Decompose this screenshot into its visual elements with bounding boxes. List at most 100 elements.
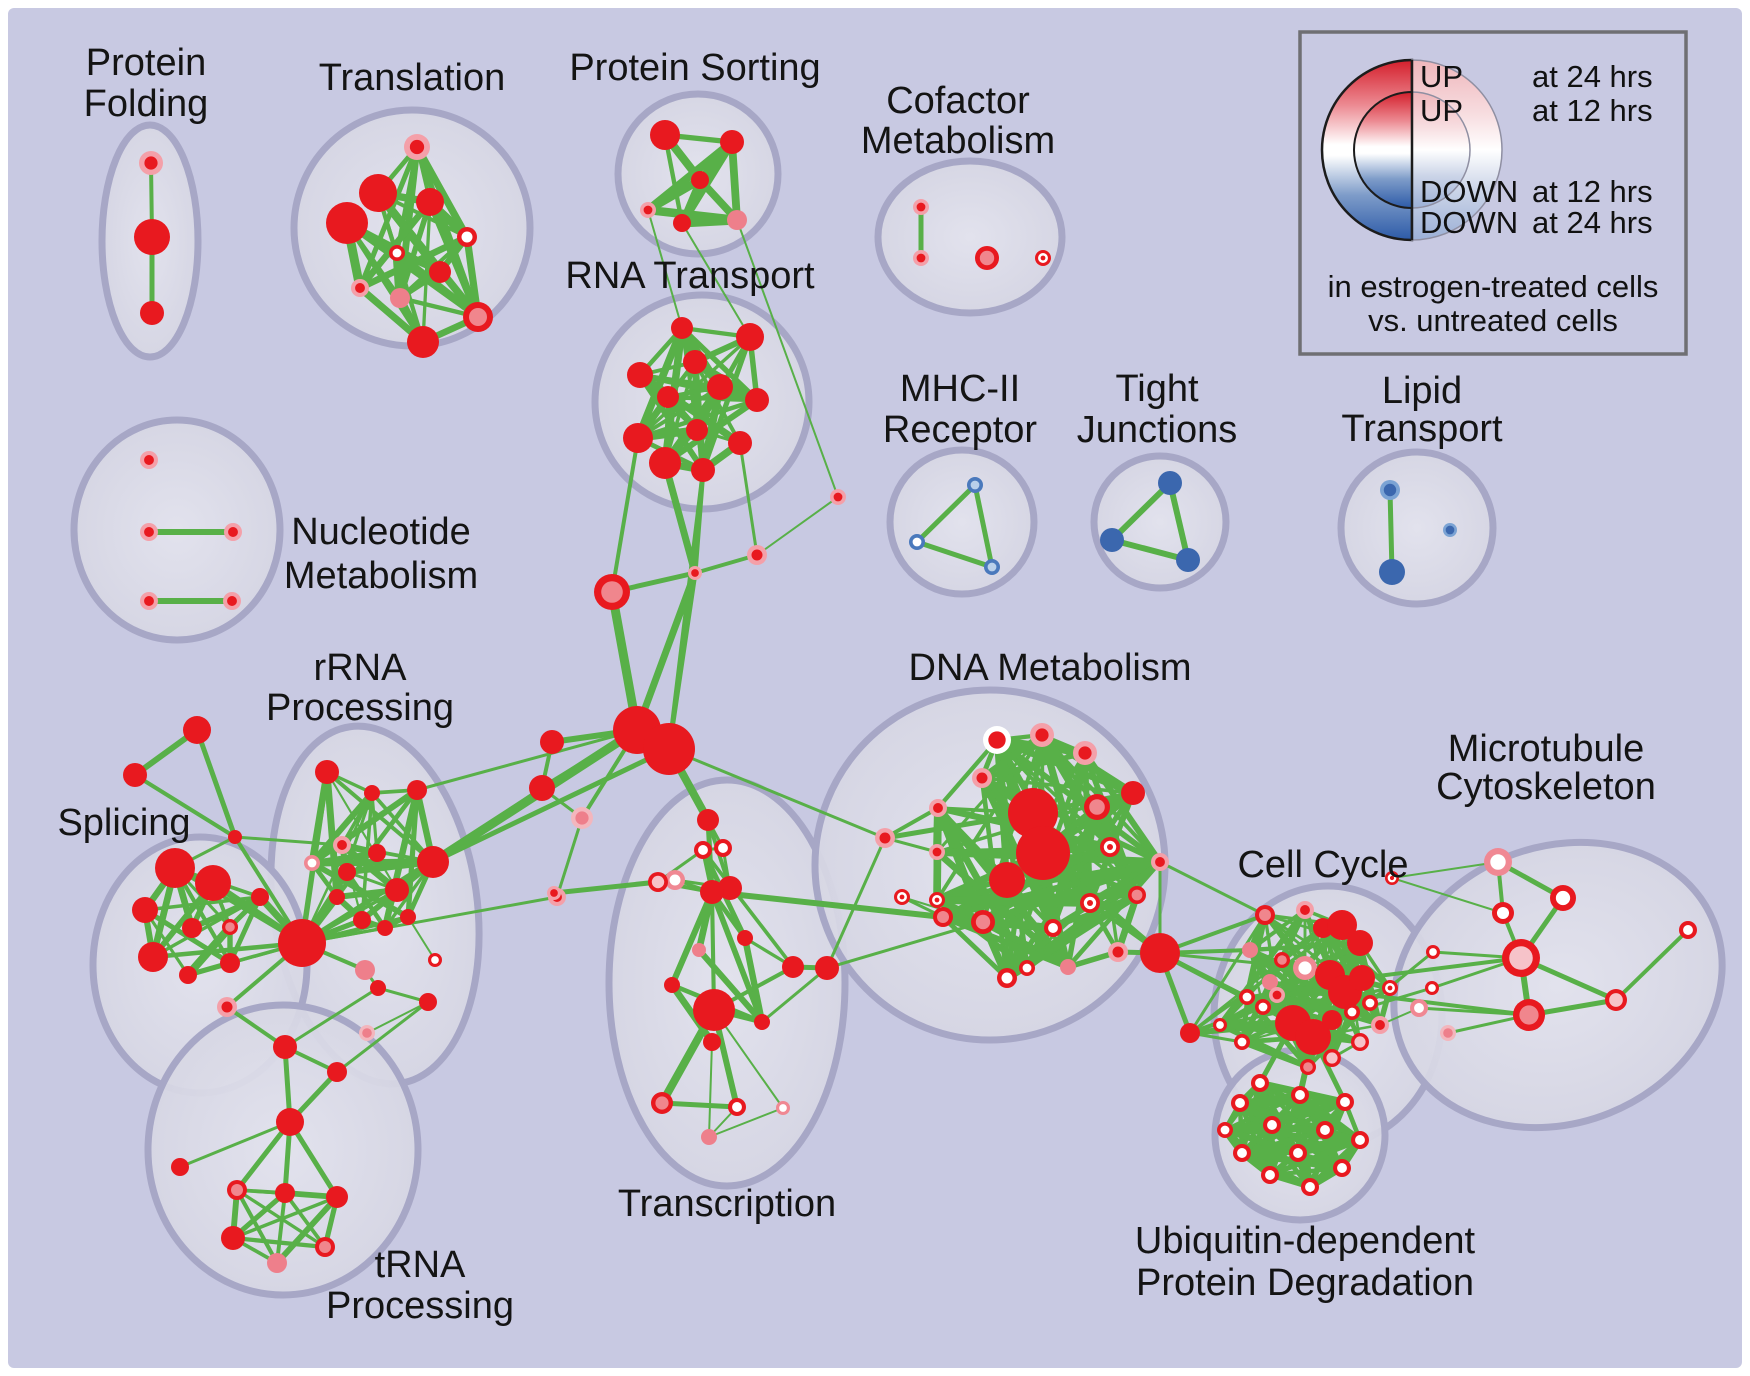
edge-mh1-mh3 <box>972 482 995 570</box>
mesh-edge-splicing <box>151 895 262 959</box>
node-u7-layer <box>231 1184 243 1196</box>
node-x3-layer <box>700 880 724 904</box>
node-p5-layer <box>727 210 747 230</box>
legend-time-2: at 12 hrs <box>1532 93 1653 128</box>
mesh-edge-splicing <box>143 895 262 912</box>
node-g28 <box>1213 1018 1227 1032</box>
node-w5-layer <box>1267 1120 1277 1130</box>
node-w8 <box>1233 1144 1251 1162</box>
node-q1 <box>315 760 339 784</box>
node-q7-layer <box>368 844 386 862</box>
node-k1-layer <box>1490 854 1506 870</box>
node-u11 <box>315 1237 335 1257</box>
node-g21 <box>1362 995 1378 1011</box>
node-ccc <box>1140 933 1180 973</box>
node-p2 <box>720 130 744 154</box>
legend-inner-circle-left <box>1353 90 1413 210</box>
mesh-edge-dna-metabolism <box>979 775 1163 865</box>
edge-g22-k7 <box>1389 951 1434 989</box>
node-pf1-layer <box>144 156 158 170</box>
mesh-edge-protein-sorting <box>728 138 741 224</box>
node-d20 <box>933 907 953 927</box>
node-u9-layer <box>326 1186 348 1208</box>
mesh-edge-ubiquitin <box>1236 1098 1349 1107</box>
node-x5-layer <box>737 930 753 946</box>
node-n1-layer <box>144 455 154 465</box>
edge-h2-q8 <box>430 746 672 865</box>
node-p4 <box>673 214 691 232</box>
legend-direction-1: UP <box>1420 59 1463 94</box>
mesh-edge-transcription <box>695 946 766 1026</box>
node-d5 <box>929 799 947 817</box>
node-n4-layer <box>144 596 154 606</box>
node-tj3-layer <box>1176 548 1200 572</box>
node-g3 <box>1296 901 1314 919</box>
node-g20-layer <box>1347 1007 1357 1017</box>
node-m2-layer <box>529 775 555 801</box>
edge-tj1-tj2 <box>1109 480 1173 543</box>
mesh-edge-trna-processing <box>275 1191 287 1265</box>
node-t1-layer <box>409 139 425 155</box>
node-d2 <box>1030 723 1054 747</box>
node-g15-layer <box>1258 1002 1268 1012</box>
edge-m2-q8 <box>431 786 544 864</box>
edge-st3-q4 <box>233 835 344 847</box>
edge-u4-q17 <box>366 1001 429 1034</box>
node-c3-layer <box>979 250 995 266</box>
cluster-label-tight-junctions-line1: Tight <box>1115 368 1199 410</box>
node-d3 <box>1073 741 1097 765</box>
node-r3-layer <box>683 350 707 374</box>
node-k6 <box>1513 999 1545 1031</box>
node-d2-layer <box>1035 728 1049 742</box>
node-u1 <box>217 997 237 1017</box>
node-n5 <box>223 592 241 610</box>
node-g14 <box>1239 989 1255 1005</box>
node-h2-layer <box>643 723 695 775</box>
node-tj1-layer <box>1158 471 1182 495</box>
node-g19-layer <box>1322 1010 1342 1030</box>
node-v8-layer <box>220 953 240 973</box>
node-v9 <box>251 888 269 906</box>
mesh-edge-transcription <box>668 888 716 989</box>
mesh-edge-trna-processing <box>230 1235 328 1250</box>
node-tj2-layer <box>1100 528 1124 552</box>
node-cn1-layer <box>833 492 843 502</box>
node-d22 <box>1060 959 1076 975</box>
node-qhub-layer <box>278 919 326 967</box>
node-u10 <box>221 1226 245 1250</box>
edge-p3-r1 <box>647 209 683 329</box>
node-g22 <box>1382 980 1398 996</box>
node-w12-layer <box>1305 1182 1315 1192</box>
node-x6-layer <box>692 943 706 957</box>
edge-rb2-r10 <box>738 441 759 557</box>
node-q15-layer <box>355 960 375 980</box>
node-t10-layer <box>469 308 487 326</box>
node-rb3-layer <box>601 581 623 603</box>
node-u8-layer <box>275 1183 295 1203</box>
node-t3-layer <box>416 188 444 216</box>
node-r6-layer <box>745 388 769 412</box>
node-g6-layer <box>1347 930 1373 956</box>
mesh-edge-rna-transport <box>637 372 706 473</box>
node-m7 <box>665 870 685 890</box>
node-t2 <box>359 174 397 212</box>
mesh-edge-rna-transport <box>634 324 686 442</box>
node-t11 <box>407 326 439 358</box>
node-q13-layer <box>400 909 416 925</box>
node-g22-layer <box>1387 985 1393 991</box>
node-m6-layer <box>718 843 728 853</box>
node-r6 <box>745 388 769 412</box>
node-r8 <box>686 419 708 441</box>
node-t8-layer <box>355 283 365 293</box>
node-q15 <box>355 960 375 980</box>
node-v8 <box>220 953 240 973</box>
node-g26-layer <box>1303 1062 1313 1072</box>
node-m3 <box>571 807 593 829</box>
node-x9 <box>693 989 735 1031</box>
edge-rb3-r9 <box>610 436 640 594</box>
node-g25-layer <box>1326 1052 1338 1064</box>
cluster-label-nucleotide-metabolism-line1: Nucleotide <box>291 511 471 553</box>
node-r7 <box>657 386 679 408</box>
cluster-label-mhc-ii-receptor-line1: MHC-II <box>900 368 1020 410</box>
